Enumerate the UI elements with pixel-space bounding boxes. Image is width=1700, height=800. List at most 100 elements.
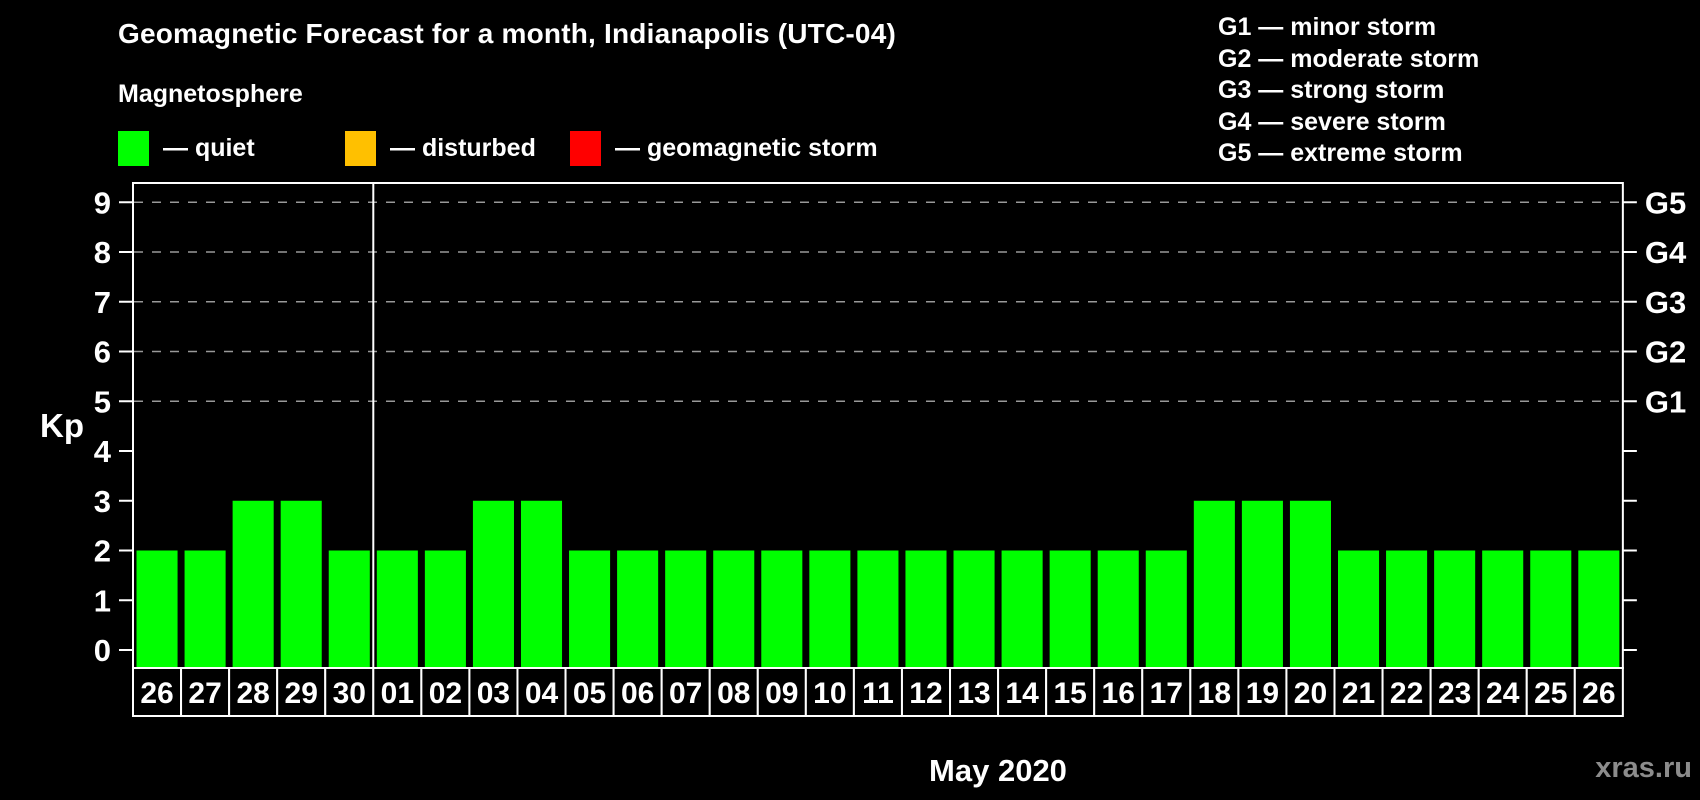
day-label: 11 <box>862 677 894 710</box>
kp-bar <box>328 550 370 668</box>
day-label: 17 <box>1150 677 1183 710</box>
day-label: 20 <box>1294 677 1327 710</box>
day-label: 29 <box>285 677 318 710</box>
day-label-cell <box>1477 667 1528 717</box>
page-title: Geomagnetic Forecast for a month, Indian… <box>118 18 896 49</box>
kp-bar <box>713 550 755 668</box>
day-label-cell <box>228 667 279 717</box>
day-label-cell <box>1573 667 1624 717</box>
day-label: 10 <box>813 677 846 710</box>
day-label-cell <box>1429 667 1480 717</box>
y-tick-label: 7 <box>94 285 111 320</box>
kp-bar <box>1386 550 1428 668</box>
kp-bar <box>376 550 418 668</box>
day-label-cell <box>1189 667 1240 717</box>
day-label: 22 <box>1390 677 1423 710</box>
day-label-cell <box>1333 667 1384 717</box>
day-label: 02 <box>429 677 462 710</box>
day-label: 12 <box>909 677 942 710</box>
day-label-cell <box>132 667 183 717</box>
kp-bar <box>280 500 322 668</box>
day-label: 03 <box>477 677 510 710</box>
kp-bar <box>1338 550 1380 668</box>
g-scale-label: G3 <box>1645 285 1686 320</box>
storm-scale-legend: G1 — minor storm G2 — moderate storm G3 — … <box>1218 12 1479 170</box>
day-label-cell <box>756 667 807 717</box>
day-label-cell <box>804 667 855 717</box>
y-tick-label: 3 <box>94 484 111 519</box>
kp-bar <box>1049 550 1091 668</box>
kp-bar <box>1289 500 1331 668</box>
disturbed-color-swatch <box>345 130 376 166</box>
y-tick-label: 8 <box>94 235 111 270</box>
storm-scale-line: G2 — moderate storm <box>1218 44 1480 73</box>
kp-bar <box>665 550 707 668</box>
kp-bar <box>1530 550 1572 668</box>
day-label-cell <box>1237 667 1288 717</box>
storm-color-swatch <box>570 130 601 166</box>
y-tick-label: 6 <box>94 335 111 370</box>
day-label: 08 <box>717 677 750 710</box>
day-label: 05 <box>573 677 606 710</box>
legend-item-quiet: — quiet <box>118 129 255 167</box>
day-label: 27 <box>188 677 221 710</box>
y-tick-label: 9 <box>94 185 111 220</box>
kp-bar <box>905 550 947 668</box>
kp-bar <box>184 550 226 668</box>
y-tick-label: 4 <box>94 434 112 469</box>
day-label: 06 <box>621 677 654 710</box>
day-label: 28 <box>236 677 269 710</box>
kp-bar <box>1434 550 1476 668</box>
kp-bar <box>1193 500 1235 668</box>
y-tick-label: 0 <box>94 633 111 668</box>
legend-item-disturbed: — disturbed <box>345 129 536 167</box>
g-scale-label: G5 <box>1645 185 1686 220</box>
day-label: 21 <box>1342 677 1375 710</box>
day-label-cell <box>997 667 1048 717</box>
kp-bar <box>809 550 851 668</box>
day-label: 26 <box>1582 677 1615 710</box>
day-label-cell <box>660 667 711 717</box>
day-label-cell <box>1285 667 1336 717</box>
day-label: 09 <box>765 677 798 710</box>
legend-item-label: — geomagnetic storm <box>615 133 878 162</box>
day-label: 04 <box>525 677 559 710</box>
g-scale-label: G1 <box>1645 384 1686 419</box>
storm-scale-line: G3 — strong storm <box>1218 76 1445 104</box>
day-label-cell <box>468 667 519 717</box>
y-axis-title: Kp <box>40 407 84 444</box>
day-label: 13 <box>957 677 990 710</box>
kp-bar <box>520 500 563 668</box>
day-label-cell <box>900 667 952 717</box>
kp-bar <box>1145 550 1187 668</box>
kp-bar <box>232 500 274 668</box>
kp-bar <box>1482 550 1524 668</box>
day-label: 16 <box>1102 677 1135 710</box>
quiet-color-swatch <box>118 130 149 166</box>
magnetosphere-legend: — quiet — disturbed — geomagnetic storm <box>0 129 1700 169</box>
storm-scale-line: G1 — minor storm <box>1218 13 1437 41</box>
day-label: 15 <box>1053 677 1086 710</box>
day-label-cell <box>612 667 663 717</box>
day-label-cell <box>516 667 567 717</box>
kp-bar <box>424 550 466 668</box>
kp-bar <box>472 500 514 668</box>
kp-bar <box>136 550 178 668</box>
g-scale-label: G2 <box>1645 335 1686 370</box>
day-label-cell <box>949 667 1000 717</box>
y-tick-label: 1 <box>94 583 111 618</box>
storm-scale-line: G4 — severe storm <box>1218 107 1446 136</box>
day-label: 01 <box>381 677 414 710</box>
day-label: 24 <box>1486 677 1520 710</box>
kp-bar <box>1097 550 1139 668</box>
day-label: 14 <box>1005 677 1039 710</box>
day-label: 30 <box>333 677 366 710</box>
y-tick-label: 5 <box>94 384 111 419</box>
day-label-cell <box>180 667 231 717</box>
watermark-text: xras.ru <box>1595 752 1692 784</box>
day-label: 25 <box>1534 677 1567 710</box>
day-label-cell <box>420 667 471 717</box>
kp-bar <box>569 550 611 668</box>
kp-bar <box>953 550 995 668</box>
